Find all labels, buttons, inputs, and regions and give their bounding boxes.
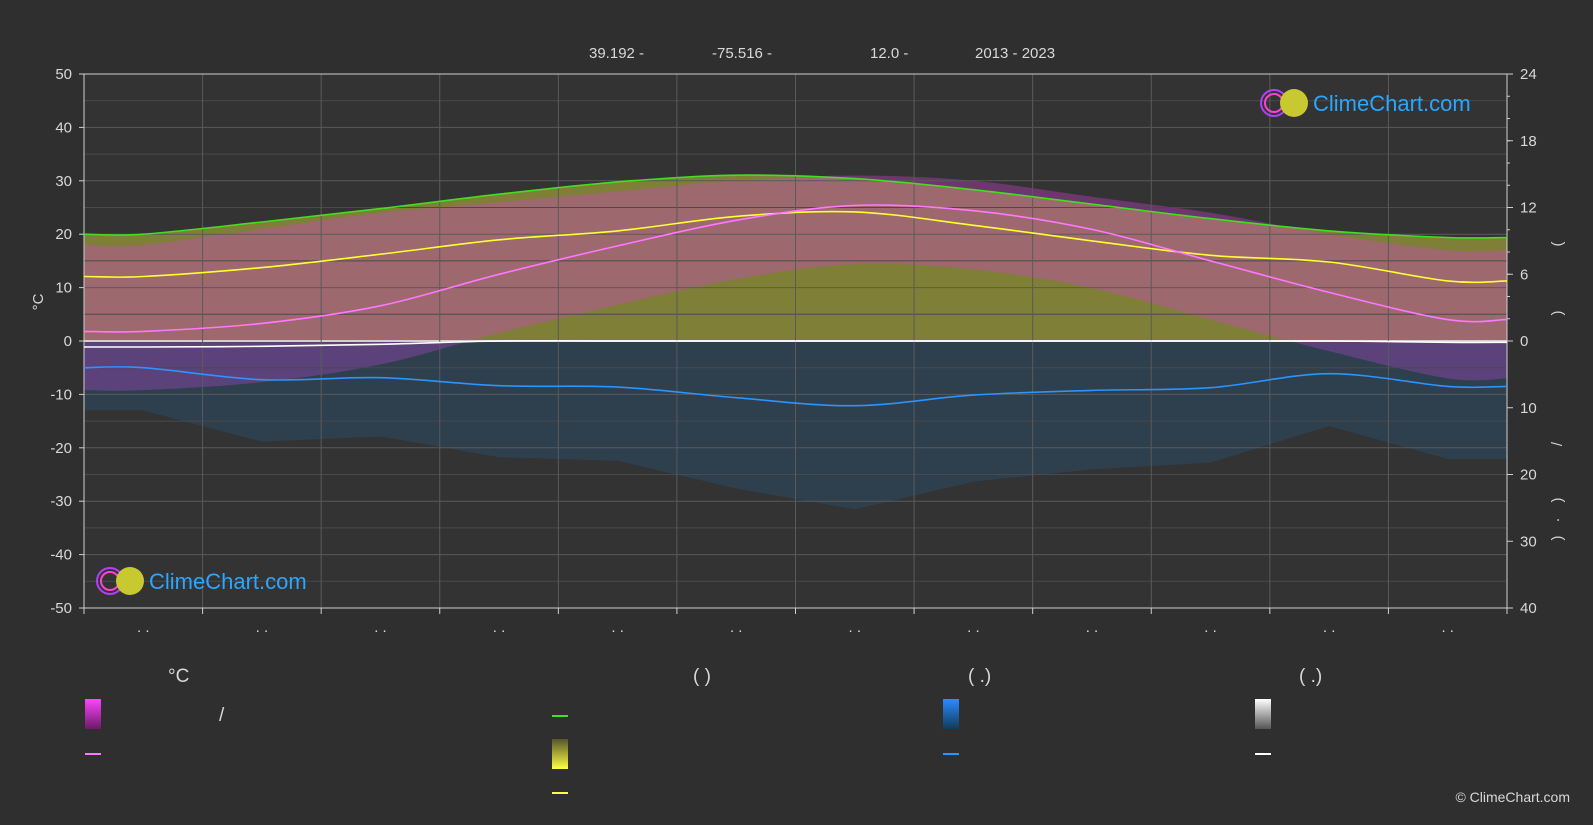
y2-axis-label: ) (1549, 498, 1566, 503)
rain-mean-line (83, 366, 1508, 407)
legend-col4-header: ( .) (1299, 666, 1322, 687)
y2-tick-label: 6 (1520, 266, 1528, 283)
y-tick-label: 0 (64, 333, 72, 350)
y-tick-label: -20 (50, 440, 72, 457)
x-tick-label: . . (256, 619, 269, 636)
legend-sunshine-swatch (552, 739, 568, 769)
y2-tick-label: 0 (1520, 333, 1528, 350)
x-tick-label: . . (493, 619, 506, 636)
y2-axis-label: / (1549, 441, 1566, 446)
y2-lower-tick-label: 20 (1520, 467, 1537, 484)
legend-rain-swatch (943, 699, 959, 729)
legend-col3-header: ( .) (968, 666, 991, 687)
x-tick-label: . . (1441, 619, 1454, 636)
y2-tick-label: 18 (1520, 133, 1537, 150)
sunshine-mean-line (83, 210, 1508, 284)
snow-mean-line (83, 339, 1508, 348)
x-tick-label: . . (1323, 619, 1336, 636)
header-latitude: 39.192 - (589, 45, 644, 62)
brand-name-bottom: ClimeChart.com (149, 569, 307, 594)
y-tick-label: -40 (50, 547, 72, 564)
x-tick-label: . . (611, 619, 624, 636)
y-tick-label: -10 (50, 386, 72, 403)
y2-axis-label: · (1549, 518, 1566, 523)
legend-col1-item1-text: / (219, 705, 225, 726)
x-tick-label: . . (849, 619, 862, 636)
x-tick-label: . . (1204, 619, 1217, 636)
y2-lower-tick-label: 30 (1520, 533, 1537, 550)
x-tick-label: . . (137, 619, 150, 636)
legend-snow-swatch (1255, 699, 1271, 729)
legend-col1-header: °C (168, 666, 189, 687)
y-tick-label: 20 (55, 226, 72, 243)
legend-col2-header: ( ) (693, 666, 711, 687)
y-tick-label: 40 (55, 119, 72, 136)
brand-logo-bottom: ClimeChart.com (96, 567, 307, 595)
header-elevation: 12.0 - (870, 45, 908, 62)
logo-sun-icon (116, 567, 144, 595)
x-tick-label: . . (730, 619, 743, 636)
axes: 50 40 30 20 10 0 -10 -20 -30 -40 -50 24 18 12 6 0 10 20 30… (50, 66, 1536, 636)
y-tick-label: 30 (55, 173, 72, 190)
y2-axis-label: ( (1549, 242, 1566, 247)
legend: °C ( ) ( .) ( .) / (85, 666, 1322, 794)
header-years: 2013 - 2023 (975, 45, 1055, 62)
y-tick-label: -30 (50, 493, 72, 510)
series-lines (83, 174, 1508, 407)
y2-lower-tick-label: 10 (1520, 400, 1537, 417)
y-tick-label: 50 (55, 66, 72, 83)
right-axis-labels: () /) ·) (1549, 242, 1566, 541)
y2-axis-label: ) (1549, 536, 1566, 541)
daylight-line (83, 174, 1508, 239)
x-tick-label: . . (374, 619, 387, 636)
brand-logo-top: ClimeChart.com (1260, 89, 1471, 117)
x-tick-label: . . (1086, 619, 1099, 636)
legend-temp-range-swatch (85, 699, 101, 729)
logo-sun-icon (1280, 89, 1308, 117)
copyright: © ClimeChart.com (1455, 789, 1570, 805)
y2-tick-label: 12 (1520, 200, 1537, 217)
y-tick-label: 10 (55, 280, 72, 297)
brand-name-top: ClimeChart.com (1313, 91, 1471, 116)
temperature-mean-line (83, 204, 1508, 333)
y2-lower-tick-label: 40 (1520, 600, 1537, 617)
x-tick-label: . . (967, 619, 980, 636)
y2-axis-label: ) (1549, 311, 1566, 316)
y-axis-title: °C (30, 293, 47, 310)
y-tick-label: -50 (50, 600, 72, 617)
header-longitude: -75.516 - (712, 45, 772, 62)
y2-tick-label: 24 (1520, 66, 1537, 83)
